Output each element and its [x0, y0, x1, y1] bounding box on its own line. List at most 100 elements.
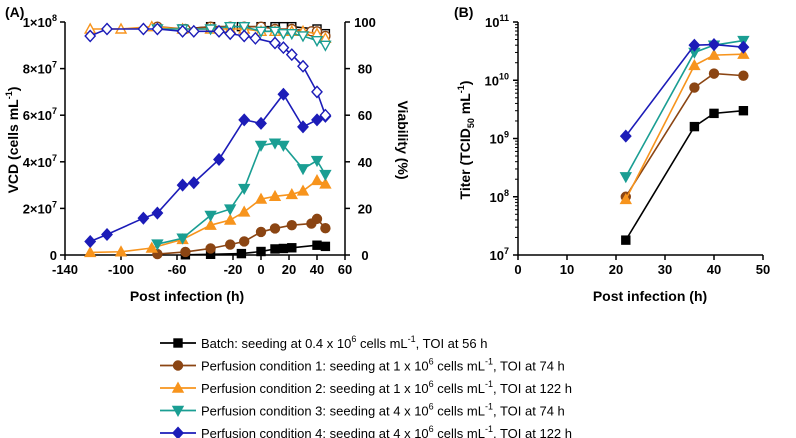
- panel-a-viability-point-series-5: [176, 24, 189, 38]
- panel-b-y-tick-label-exp: 7: [504, 246, 509, 256]
- panel-b-x-tick-label: 10: [560, 262, 574, 277]
- panel-a-vcd-point-series-4: [151, 239, 164, 251]
- panel-a-x-tick-label: 0: [257, 262, 264, 277]
- panel-b-y-tick-label-base: 10: [490, 132, 504, 147]
- panel-a-y-tick-label-base: 2×10: [23, 201, 52, 216]
- panel-a-x-tick-label: -140: [52, 262, 78, 277]
- panel-a-y-tick-label: 4×107: [23, 153, 57, 170]
- legend-label-exp: 6: [351, 334, 356, 344]
- panel-a-y-tick-label-exp: 7: [52, 199, 57, 209]
- panel-a-vcd-point-series-5: [137, 211, 150, 225]
- panel-a-y-tick-label: 1×108: [23, 13, 57, 30]
- legend: Batch: seeding at 0.4 x 106 cells mL-1, …: [160, 334, 572, 438]
- panel-a-y-tick-label-base: 4×10: [23, 155, 52, 170]
- panel-a-viability-point-series-5: [84, 29, 97, 43]
- panel-a-y-title-exp: -1: [4, 91, 14, 99]
- panel-a-viability-point-series-5: [137, 22, 150, 36]
- panel-b-line-series-1: [625, 109, 744, 241]
- legend-label-unit: cells mL: [356, 336, 407, 351]
- panel-a-vcd-point-series-5: [176, 178, 189, 192]
- panel-a-vcd-point-series-4: [176, 233, 189, 245]
- legend-label-exp: 6: [429, 424, 434, 434]
- panel-a-vcd-point-series-3: [145, 241, 158, 253]
- panel-b-y-title-main: Titer (TCID: [457, 128, 473, 199]
- panel-a-viability-point-series-4: [319, 40, 332, 52]
- panel-a-x-tick-label: -20: [224, 262, 243, 277]
- panel-a-vcd-point-series-4: [238, 183, 251, 196]
- panel-a-vcd-point-series-4: [277, 140, 290, 152]
- panel-b-point-series-5: [619, 129, 632, 143]
- panel-a-viability-point-series-5: [311, 85, 323, 99]
- legend-label-toi: , TOI at 122 h: [493, 381, 572, 396]
- panel-a-vcd-point-series-4: [254, 140, 268, 152]
- panel-a-vcd-point-series-1: [287, 243, 297, 253]
- panel-a-x-tick-label: -100: [108, 262, 134, 277]
- panel-a-x-tick-label: 20: [282, 262, 296, 277]
- panel-b-y-tick-label-base: 10: [490, 190, 504, 205]
- legend-marker: [172, 360, 184, 371]
- panel-b-y-axis-title: Titer (TCID50 mL-1): [456, 81, 476, 200]
- panel-a-y-tick-label-base: 6×10: [23, 108, 52, 123]
- legend-label: Perfusion condition 1: seeding at 1 x 10…: [201, 357, 565, 374]
- panel-a-chart: (A) -140 -100 -60 -20 0 20 40 6002×1074×1076×10…: [4, 4, 411, 304]
- panel-a-vcd-point-series-4: [319, 169, 332, 182]
- panel-b-point-series-2: [708, 68, 720, 79]
- panel-b-x-tick-label: 0: [514, 262, 521, 277]
- panel-b-y-tick-label-exp: 10: [499, 71, 509, 81]
- panel-a-x-tick-label: 40: [310, 262, 324, 277]
- panel-a-vcd-point-series-2: [224, 239, 236, 250]
- panel-b-point-series-3: [688, 58, 701, 71]
- panel-a-viability-point-series-5: [213, 24, 225, 38]
- panel-b-y-tick-label-exp: 8: [504, 188, 509, 198]
- panel-b-y-title-unit: mL: [457, 93, 473, 118]
- panel-a-vcd-point-series-5: [213, 152, 225, 167]
- panel-a-vcd-point-series-2: [205, 243, 216, 254]
- panel-b-y-tick-label: 1010: [485, 71, 509, 88]
- panel-a-viability-point-series-4: [254, 26, 268, 38]
- legend-label-toi: , TOI at 74 h: [493, 359, 565, 374]
- panel-a-vcd-point-series-5: [277, 87, 290, 101]
- panel-a-viability-point-series-5: [101, 22, 113, 36]
- legend-label-unit: cells mL: [434, 359, 485, 374]
- panel-a-viability-point-series-4: [285, 28, 298, 41]
- panel-b-point-series-5: [737, 40, 750, 54]
- legend-label: Perfusion condition 2: seeding at 1 x 10…: [201, 379, 572, 396]
- panel-a-vcd-point-series-3: [310, 173, 324, 186]
- panel-a-x-axis-title: Post infection (h): [130, 288, 244, 304]
- legend-marker: [171, 381, 185, 393]
- panel-b-x-tick-label: 40: [707, 262, 721, 277]
- panel-a-y2-tick-label: 20: [358, 201, 372, 216]
- panel-b-x-tick-label: 20: [609, 262, 623, 277]
- panel-a-y-tick-label: 8×107: [23, 60, 57, 77]
- panel-a-vcd-point-series-1: [320, 241, 331, 252]
- panel-a-y-tick-label-base: 0: [50, 248, 57, 263]
- legend-label-main: Perfusion condition 1: seeding at 1 x 10: [201, 359, 429, 374]
- legend-label-toi: , TOI at 56 h: [416, 336, 488, 351]
- panel-a-y-tick-label-base: 8×10: [23, 62, 52, 77]
- panel-a-viability-point-series-4: [277, 28, 290, 41]
- panel-a-viability-point-series-5: [151, 22, 164, 36]
- legend-label-main: Batch: seeding at 0.4 x 10: [201, 336, 351, 351]
- panel-a-y-tick-label-exp: 7: [52, 153, 57, 163]
- panel-a-vcd-point-series-5: [187, 176, 200, 190]
- panel-a-vcd-point-series-2: [311, 213, 323, 225]
- panel-a-viability-point-series-5: [249, 31, 262, 45]
- panel-b-point-series-1: [621, 235, 631, 245]
- panel-a-viability-point-series-5: [285, 48, 298, 62]
- panel-b-x-tick-label: 50: [756, 262, 770, 277]
- legend-item-4: Perfusion condition 3: seeding at 4 x 10…: [160, 402, 565, 419]
- legend-label-main: Perfusion condition 4: seeding at 4 x 10: [201, 426, 429, 438]
- panel-a-y-tick-label: 2×107: [23, 199, 57, 216]
- panel-b-y-title-exp: -1: [456, 85, 466, 93]
- panel-b-point-series-3: [737, 47, 750, 59]
- legend-label-exp2: -1: [485, 379, 493, 389]
- panel-a-viability-point-series-4: [296, 31, 310, 43]
- panel-a-y2-tick-label: 40: [358, 155, 372, 170]
- legend-label: Perfusion condition 4: seeding at 4 x 10…: [201, 424, 572, 438]
- panel-a-y2-tick-label: 80: [358, 62, 372, 77]
- panel-a-vcd-point-series-2: [286, 219, 297, 231]
- panel-a-x-tick-label: -60: [168, 262, 187, 277]
- panel-b-line-series-5: [625, 43, 744, 137]
- panel-b-y-tick-label-exp: 9: [504, 130, 509, 140]
- panel-b-point-series-5: [708, 38, 720, 52]
